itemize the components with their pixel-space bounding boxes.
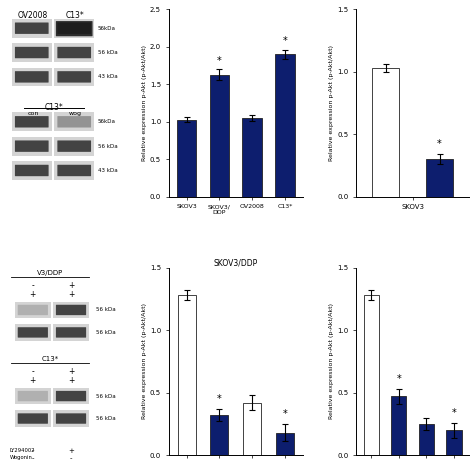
Text: +: + — [68, 376, 74, 385]
Text: 56kDa: 56kDa — [98, 26, 116, 31]
FancyBboxPatch shape — [56, 413, 86, 424]
Y-axis label: Relative expression p-Akt (p-Akt/Akt): Relative expression p-Akt (p-Akt/Akt) — [142, 45, 147, 161]
FancyBboxPatch shape — [15, 22, 49, 34]
Bar — [419, 424, 434, 455]
Text: 56 kDa: 56 kDa — [98, 50, 117, 55]
Bar — [11, 137, 52, 155]
Text: -: - — [31, 367, 34, 376]
FancyBboxPatch shape — [15, 71, 49, 82]
Bar — [364, 295, 379, 455]
Text: 56 kDa: 56 kDa — [97, 416, 116, 421]
FancyBboxPatch shape — [18, 413, 48, 424]
Bar — [177, 119, 197, 197]
Text: *: * — [437, 139, 442, 149]
Bar — [15, 410, 51, 427]
FancyBboxPatch shape — [18, 327, 48, 337]
FancyBboxPatch shape — [57, 47, 91, 58]
Bar — [53, 301, 89, 319]
FancyBboxPatch shape — [57, 140, 91, 152]
Bar — [11, 19, 52, 37]
Bar — [210, 74, 229, 197]
FancyBboxPatch shape — [56, 327, 86, 337]
Bar — [275, 55, 295, 197]
FancyBboxPatch shape — [56, 21, 92, 36]
Bar — [178, 295, 196, 455]
Bar — [54, 112, 94, 131]
Text: 56 kDa: 56 kDa — [97, 393, 116, 399]
Title: SKOV3/DDP: SKOV3/DDP — [214, 258, 258, 267]
Text: 43 kDa: 43 kDa — [98, 74, 117, 79]
Bar — [15, 324, 51, 341]
Text: LY294002: LY294002 — [9, 447, 35, 453]
Bar — [15, 388, 51, 404]
Y-axis label: Relative expression p-Akt (p-Akt/Akt): Relative expression p-Akt (p-Akt/Akt) — [142, 303, 147, 419]
Text: *: * — [217, 394, 222, 404]
Text: +: + — [30, 290, 36, 299]
FancyBboxPatch shape — [15, 116, 49, 128]
Text: 56kDa: 56kDa — [98, 119, 116, 124]
Bar — [11, 43, 52, 62]
Text: C13*: C13* — [41, 356, 58, 362]
Bar — [372, 68, 399, 197]
Bar — [54, 19, 94, 37]
Bar — [53, 324, 89, 341]
Text: -: - — [70, 455, 72, 461]
Bar — [210, 415, 228, 455]
Text: +: + — [68, 290, 74, 299]
FancyBboxPatch shape — [56, 391, 86, 401]
FancyBboxPatch shape — [15, 47, 49, 58]
FancyBboxPatch shape — [15, 165, 49, 176]
Bar — [11, 161, 52, 180]
Text: OV2008: OV2008 — [18, 11, 48, 20]
FancyBboxPatch shape — [57, 116, 91, 128]
Text: +: + — [68, 367, 74, 376]
Bar — [426, 159, 453, 197]
Text: 56 kDa: 56 kDa — [97, 308, 116, 312]
Bar — [447, 430, 462, 455]
Bar — [276, 433, 294, 455]
FancyBboxPatch shape — [57, 71, 91, 82]
Text: 56 kDa: 56 kDa — [98, 144, 117, 149]
Text: -: - — [32, 447, 34, 454]
FancyBboxPatch shape — [15, 140, 49, 152]
Text: *: * — [396, 374, 401, 384]
Text: 43 kDa: 43 kDa — [98, 168, 117, 173]
Bar — [11, 67, 52, 86]
Text: 56 kDa: 56 kDa — [97, 330, 116, 335]
Text: +: + — [68, 281, 74, 290]
Bar — [54, 161, 94, 180]
FancyBboxPatch shape — [56, 305, 86, 315]
Text: -: - — [32, 455, 34, 461]
Bar — [11, 112, 52, 131]
FancyBboxPatch shape — [18, 391, 48, 401]
Text: +: + — [30, 376, 36, 385]
Text: con: con — [27, 110, 38, 116]
Text: *: * — [452, 408, 456, 418]
Text: -: - — [31, 281, 34, 290]
Text: C13*: C13* — [66, 11, 85, 20]
Bar — [243, 402, 261, 455]
Text: C13*: C13* — [45, 103, 64, 112]
Bar — [391, 396, 407, 455]
Text: *: * — [283, 409, 287, 419]
Y-axis label: Relative expression p-Akt (p-Akt/Akt): Relative expression p-Akt (p-Akt/Akt) — [329, 45, 335, 161]
Bar — [53, 388, 89, 404]
Bar — [54, 137, 94, 155]
Text: V3/DDP: V3/DDP — [36, 270, 63, 276]
Bar — [53, 410, 89, 427]
Bar — [242, 118, 262, 197]
Bar — [54, 67, 94, 86]
Text: wog: wog — [69, 110, 82, 116]
Y-axis label: Relative expression p-Akt (p-Akt/Akt): Relative expression p-Akt (p-Akt/Akt) — [329, 303, 335, 419]
FancyBboxPatch shape — [57, 22, 91, 34]
Text: +: + — [68, 447, 74, 454]
Bar — [54, 43, 94, 62]
Text: Wogonin: Wogonin — [9, 455, 32, 460]
Bar — [15, 301, 51, 319]
Text: *: * — [283, 36, 287, 46]
FancyBboxPatch shape — [18, 305, 48, 315]
FancyBboxPatch shape — [57, 165, 91, 176]
Text: *: * — [217, 55, 222, 65]
